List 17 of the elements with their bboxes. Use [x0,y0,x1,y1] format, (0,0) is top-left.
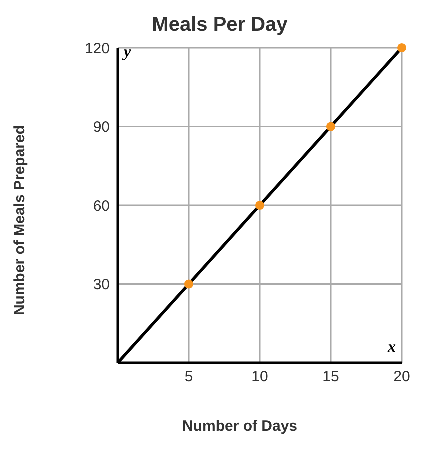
chart-title: Meals Per Day [151,14,289,37]
point [397,43,407,53]
annotation: x [388,339,396,357]
annotation: y [124,44,132,62]
y-tick-label: 120 [84,40,110,58]
y-tick-label: 30 [93,276,110,294]
point [326,122,336,132]
x-tick-label: 15 [322,368,340,386]
x-axis-title: Number of Days [181,418,299,435]
x-tick-label: 20 [394,368,410,386]
y-tick-label: 60 [93,198,110,215]
point [255,200,265,210]
point [184,280,194,289]
y-axis-title: Number of Meals Prepared [12,125,28,316]
y-tick-label: 90 [93,119,110,136]
x-tick-label: 10 [252,368,268,386]
x-tick-label: 5 [184,368,194,386]
